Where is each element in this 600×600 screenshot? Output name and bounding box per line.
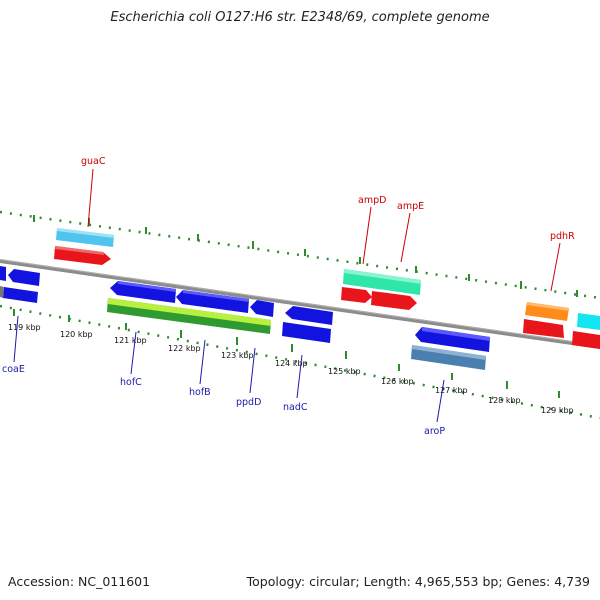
genome-summary: Topology: circular; Length: 4,965,553 bp…: [246, 574, 590, 589]
accession-label: Accession: NC_011601: [8, 574, 151, 589]
gene-arrow-aroP[interactable]: [415, 327, 490, 352]
scale-label: 126 kbp: [381, 377, 414, 386]
dotted-track-bottom: [0, 304, 600, 420]
scale-label: 125 kbp: [328, 367, 361, 376]
gene-label-hofB: hofB: [189, 387, 211, 398]
scale-label: 129 kbp: [541, 406, 574, 415]
gene-arrow-coaE[interactable]: [3, 287, 38, 303]
gene-arrow-left-blue-2[interactable]: [8, 269, 40, 286]
gene-arrow-guaC[interactable]: [54, 246, 111, 265]
gene-label-guaC: guaC: [81, 156, 106, 167]
gene-label-ampE: ampE: [397, 201, 424, 212]
dotted-track-top: [0, 210, 600, 300]
gene-label-coaE: coaE: [2, 364, 25, 375]
gene-arrow-hofB[interactable]: [176, 290, 249, 313]
gene-label-ppdD: ppdD: [236, 397, 261, 408]
feature-track: 119 kbp 120 kbp 121 kbp 122 kbp 123 kbp …: [0, 156, 600, 437]
gene-label-pdhR: pdhR: [550, 231, 575, 242]
gene-arrow-hofC[interactable]: [110, 281, 176, 303]
gene-label-nadC: nadC: [283, 402, 308, 413]
scale-label: 127 kbp: [435, 386, 468, 395]
scale-label: 121 kbp: [114, 336, 147, 345]
scale-label: 122 kbp: [168, 344, 201, 353]
gene-arrow-left-blue-1[interactable]: [0, 266, 6, 281]
gene-arrow-guaC-cyan[interactable]: [56, 228, 114, 247]
gene-arrow-right-cyan[interactable]: [577, 313, 600, 330]
scale-label: 123 kbp: [221, 351, 254, 360]
gene-arrow-nadC-top[interactable]: [285, 306, 333, 325]
scale-label: 119 kbp: [8, 323, 41, 332]
gene-arrow-small-blue[interactable]: [250, 300, 274, 317]
gene-label-ampD: ampD: [358, 195, 386, 206]
scale-label: 120 kbp: [60, 330, 93, 339]
gene-arrow-ampE[interactable]: [371, 291, 417, 310]
gene-label-hofC: hofC: [120, 377, 142, 388]
genome-title: Escherichia coli O127:H6 str. E2348/69, …: [110, 10, 490, 25]
gene-arrow-pdhR[interactable]: [523, 319, 564, 338]
gene-arrow-right-red[interactable]: [572, 331, 600, 349]
scale-label: 124 kbp: [275, 359, 308, 368]
gene-label-aroP: aroP: [424, 426, 445, 437]
scale-label: 128 kbp: [488, 396, 521, 405]
genome-backbone: [0, 259, 600, 349]
gene-arrow-nadC[interactable]: [282, 322, 331, 343]
gene-arrow-ampD[interactable]: [341, 287, 372, 303]
